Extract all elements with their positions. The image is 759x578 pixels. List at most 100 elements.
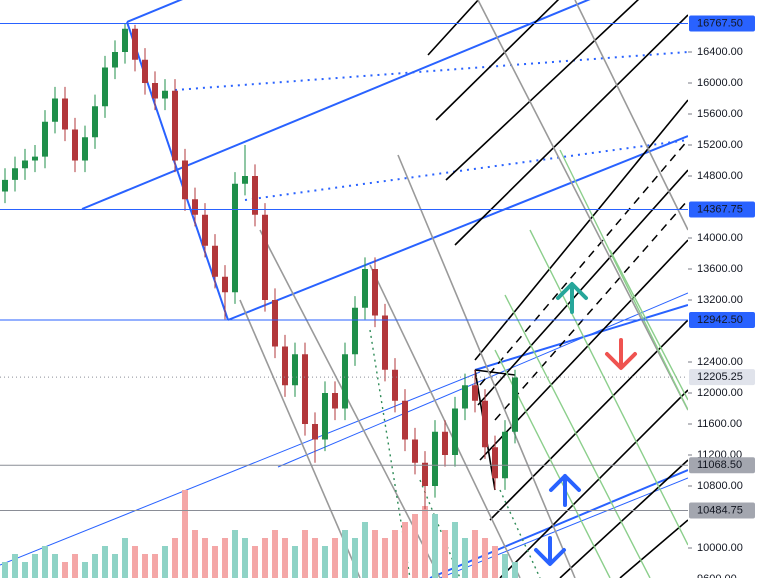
candle-body <box>182 160 188 200</box>
y-tick-label: 13200.00 <box>697 294 743 306</box>
volume-bar <box>382 538 388 578</box>
volume-bar <box>32 554 38 578</box>
y-tick-label: 10000.00 <box>697 542 743 554</box>
candle-body <box>212 245 218 277</box>
candle-body <box>312 424 318 440</box>
volume-bar <box>92 554 98 578</box>
candle-body <box>412 439 418 463</box>
y-tick-label: 14000.00 <box>697 232 743 244</box>
price-level-label: 14367.75 <box>697 203 743 215</box>
volume-bar <box>52 554 58 578</box>
y-tick-label: 14800.00 <box>697 170 743 182</box>
candle-body <box>382 315 388 370</box>
series-layer <box>0 23 688 578</box>
volume-bar <box>172 538 178 578</box>
y-tick-label: 12000.00 <box>697 387 743 399</box>
volume-bar <box>492 546 498 578</box>
candle-body <box>132 28 138 60</box>
volume-bar <box>262 538 268 578</box>
price-axis <box>688 0 759 578</box>
candle-body <box>452 408 458 456</box>
volume-bar <box>2 562 8 578</box>
y-tick-label: 9600.00 <box>697 573 737 578</box>
volume-bar <box>232 530 238 578</box>
volume-bar <box>12 554 18 578</box>
volume-bar <box>462 538 468 578</box>
volume-bar <box>452 522 458 578</box>
candle-body <box>162 90 168 99</box>
volume-bar <box>142 554 148 578</box>
candle-body <box>92 106 98 138</box>
volume-bar <box>102 546 108 578</box>
candle-body <box>72 129 78 161</box>
candle-body <box>102 67 108 107</box>
y-tick-label: 15600.00 <box>697 108 743 120</box>
candle-body <box>462 385 468 409</box>
candle-body <box>422 462 428 487</box>
volume-bar <box>352 538 358 578</box>
volume-bar <box>152 554 158 578</box>
price-level-label: 11068.50 <box>697 459 742 471</box>
volume-bar <box>122 538 128 578</box>
candle-body <box>322 393 328 440</box>
volume-bar <box>392 530 398 578</box>
candle-body <box>112 52 118 68</box>
candle-body <box>352 307 358 355</box>
price-level-label: 12205.25 <box>697 371 743 383</box>
volume-bar <box>312 538 318 578</box>
candle-body <box>432 431 438 487</box>
price-level-label: 10484.75 <box>697 504 743 516</box>
candle-body <box>222 276 228 293</box>
candle-body <box>282 346 288 386</box>
candle-body <box>192 199 198 215</box>
volume-bar <box>342 530 348 578</box>
candle-body <box>2 179 8 192</box>
price-level-badge <box>689 15 755 32</box>
volume-bar <box>62 562 68 578</box>
candle-body <box>402 400 408 440</box>
volume-bar <box>282 538 288 578</box>
candle-body <box>232 183 238 293</box>
candle-body <box>242 176 248 184</box>
volume-bar <box>182 490 188 578</box>
volume-bar <box>72 554 78 578</box>
volume-bar <box>412 514 418 578</box>
candle-body <box>202 214 208 246</box>
price-axis-labels: 9600.0010000.0010800.0011200.0011600.001… <box>688 15 755 578</box>
candle-body <box>442 431 448 456</box>
price-level-badge <box>689 311 755 328</box>
candle-body <box>262 214 268 301</box>
volume-bar <box>42 546 48 578</box>
y-tick-label: 16000.00 <box>697 77 743 89</box>
candle-body <box>472 385 478 401</box>
candle-body <box>152 83 158 99</box>
volume-bar <box>82 562 88 578</box>
price-level-label: 16767.50 <box>697 17 743 29</box>
candle-body <box>332 393 338 409</box>
candle-body <box>292 354 298 386</box>
candle-body <box>492 447 498 479</box>
price-level-badge <box>689 457 755 474</box>
candle-body <box>82 137 88 161</box>
volume-bar <box>332 538 338 578</box>
volume-bar <box>272 530 278 578</box>
volume-bar <box>192 530 198 578</box>
volume-bar <box>292 546 298 578</box>
candle-body <box>392 369 398 401</box>
volume-bar <box>162 546 168 578</box>
y-tick-label: 11600.00 <box>697 418 742 430</box>
candle-body <box>32 156 38 161</box>
volume-bar <box>222 538 228 578</box>
volume-bar <box>422 506 428 578</box>
volume-bar <box>302 530 308 578</box>
volume-bar <box>402 522 408 578</box>
volume-bar <box>212 546 218 578</box>
candle-body <box>302 354 308 425</box>
candle-body <box>62 98 68 130</box>
volume-bar <box>482 538 488 578</box>
price-level-badge <box>689 201 755 218</box>
candle-body <box>142 59 148 84</box>
y-tick-label: 12400.00 <box>697 356 743 368</box>
volume-bar <box>132 546 138 578</box>
